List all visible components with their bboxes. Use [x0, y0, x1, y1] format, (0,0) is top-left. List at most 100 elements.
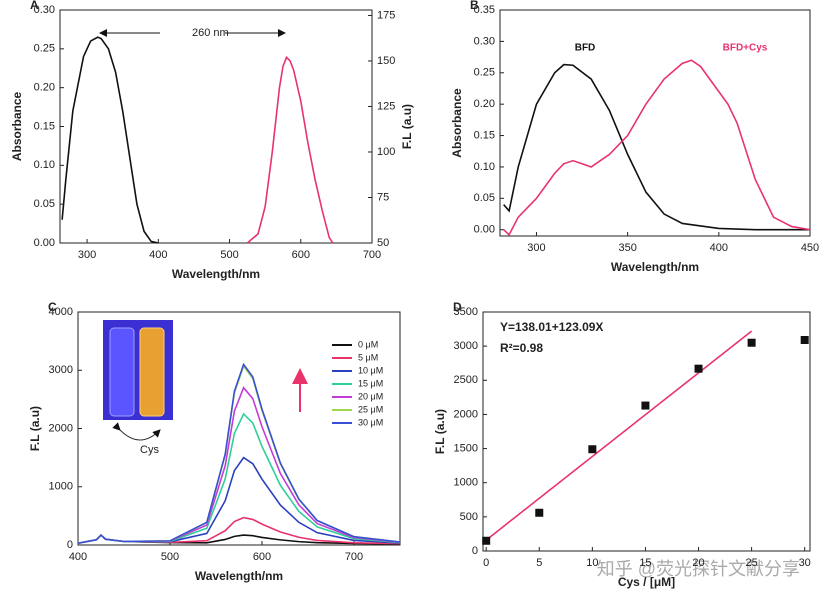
data-point [694, 364, 703, 373]
y-tick-label: 1000 [49, 481, 73, 493]
y-tick-label: 500 [460, 511, 478, 523]
x-tick-label: 300 [527, 242, 545, 254]
x-tick-label: 30 [799, 557, 811, 569]
x-tick-label: 5 [536, 557, 542, 569]
y-axis-title: Absorbance [10, 92, 24, 162]
data-line [77, 362, 401, 545]
y-tick-label: 0.10 [34, 159, 55, 171]
data-line [77, 412, 401, 545]
plot-frame [482, 311, 811, 552]
y-tick-label: 0.00 [34, 237, 55, 249]
x-tick-label: 450 [801, 242, 819, 254]
watermark: 知乎 @荧光探针文献分享 [597, 559, 800, 579]
x-tick-label: 400 [69, 551, 87, 563]
data-point [800, 335, 809, 344]
y-tick-label: 2500 [454, 374, 478, 386]
x-tick-label: 600 [253, 551, 271, 563]
legend-label: 0 μM [358, 339, 378, 349]
y-tick-label: 0.10 [474, 161, 495, 173]
x-tick-label: 400 [710, 242, 728, 254]
x-tick-label: 15 [639, 557, 651, 569]
annotation: R²=0.98 [500, 341, 543, 355]
legend-label: 20 μM [358, 391, 383, 401]
annotation: 260 nm [192, 27, 229, 39]
y-tick-label: 0.30 [34, 4, 55, 16]
y-tick-label: 0.25 [474, 67, 495, 79]
y2-tick-label: 100 [377, 146, 395, 158]
data-line [61, 36, 159, 244]
x-tick-label: 400 [149, 249, 167, 261]
x-tick-label: 10 [586, 557, 598, 569]
plot-frame [499, 9, 811, 237]
annotation: Y=138.01+123.09X [500, 320, 603, 334]
data-line [246, 55, 334, 244]
x-axis-title: Wavelength/nm [611, 260, 699, 274]
x-tick-label: 300 [78, 249, 96, 261]
x-tick-label: 500 [220, 249, 238, 261]
data-point [641, 401, 650, 410]
inset-photo [103, 320, 173, 441]
legend-label: 10 μM [358, 365, 383, 375]
data-point [535, 508, 544, 517]
legend-label: 15 μM [358, 378, 383, 388]
panel-letter: B [470, 0, 479, 12]
panel-letter: A [30, 0, 39, 12]
y-tick-label: 0.05 [34, 198, 55, 210]
y-tick-label: 0 [472, 545, 478, 557]
y-axis-title: F.L (a.u) [28, 406, 42, 451]
panel-letter: D [453, 300, 462, 314]
x-tick-label: 700 [363, 249, 381, 261]
y-tick-label: 0.00 [474, 224, 495, 236]
y-axis-title: F.L (a.u) [433, 409, 447, 454]
y2-tick-label: 125 [377, 100, 395, 112]
y-tick-label: 0.05 [474, 192, 495, 204]
legend-label: 25 μM [358, 404, 383, 414]
y2-tick-label: 75 [377, 191, 389, 203]
y-tick-label: 0.35 [474, 4, 495, 16]
data-point [588, 445, 597, 454]
data-point [747, 338, 756, 347]
y-tick-label: 1000 [454, 477, 478, 489]
data-line [77, 456, 401, 545]
x-axis-title: Wavelength/nm [172, 267, 260, 281]
y-tick-label: 2000 [49, 422, 73, 434]
y-tick-label: 0.20 [474, 98, 495, 110]
data-line [503, 63, 810, 231]
y-tick-label: 3000 [49, 364, 73, 376]
y-tick-label: 0.15 [34, 120, 55, 132]
y-tick-label: 0.30 [474, 35, 495, 47]
y2-tick-label: 175 [377, 9, 395, 21]
y2-tick-label: 150 [377, 55, 395, 67]
annotation: Cys [140, 444, 159, 456]
data-point [482, 536, 491, 545]
legend-label: 5 μM [358, 352, 378, 362]
y-tick-label: 1500 [454, 442, 478, 454]
x-tick-label: 20 [692, 557, 704, 569]
data-line [485, 330, 753, 541]
legend-label: 30 μM [358, 417, 383, 427]
x-tick-label: 600 [292, 249, 310, 261]
y-tick-label: 3500 [454, 306, 478, 318]
y-axis-title: Absorbance [450, 88, 464, 158]
y2-tick-label: 50 [377, 237, 389, 249]
panel-letter: C [48, 300, 57, 314]
y-tick-label: 0.25 [34, 43, 55, 55]
x-tick-label: 500 [161, 551, 179, 563]
y-tick-label: 0.20 [34, 82, 55, 94]
x-tick-label: 25 [745, 557, 757, 569]
y-tick-label: 2000 [454, 408, 478, 420]
y-tick-label: 0.15 [474, 129, 495, 141]
y-tick-label: 0 [67, 539, 73, 551]
x-tick-label: 0 [483, 557, 489, 569]
plot-frame [59, 9, 373, 244]
series-label: BFD+Cys [723, 43, 768, 54]
x-tick-label: 350 [618, 242, 636, 254]
x-axis-title: Cys / [μM] [618, 575, 675, 589]
y-tick-label: 3000 [454, 340, 478, 352]
x-tick-label: 700 [345, 551, 363, 563]
y2-axis-title: F.L (a.u) [400, 104, 414, 149]
series-label: BFD [575, 43, 596, 54]
y-tick-label: 4000 [49, 306, 73, 318]
x-axis-title: Wavelength/nm [195, 569, 283, 583]
